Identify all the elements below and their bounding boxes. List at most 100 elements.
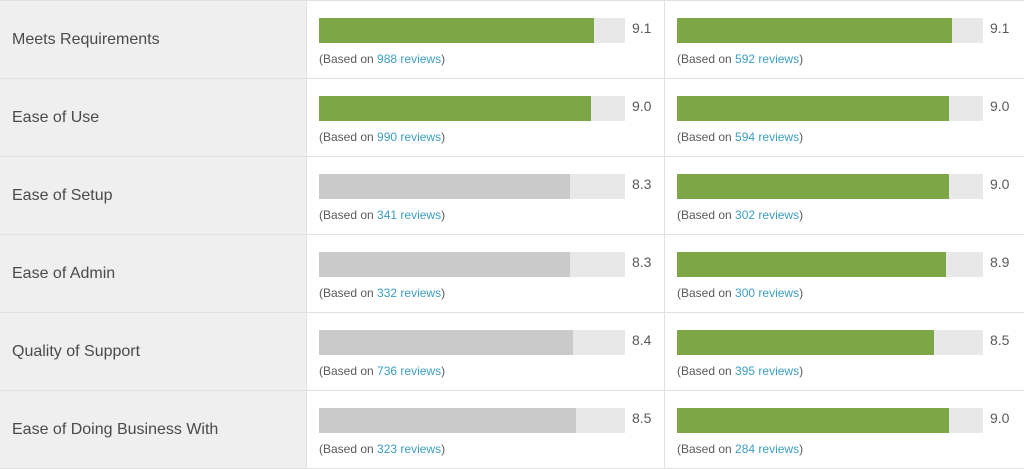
rating-category-label: Ease of Admin: [12, 264, 116, 282]
score-bar-fill: [319, 330, 573, 355]
rating-category-label: Ease of Doing Business With: [12, 420, 219, 438]
review-count-link[interactable]: 284 reviews: [735, 442, 800, 456]
rating-category-cell: Meets Requirements: [0, 1, 307, 78]
based-on-prefix: (Based on: [319, 52, 378, 66]
score-bar-track: [677, 96, 983, 121]
rating-row: Ease of Admin 8.3 (Based on 332 reviews)…: [0, 235, 1024, 313]
score-bar-fill: [677, 96, 950, 121]
rating-category-cell: Ease of Admin: [0, 235, 307, 312]
review-count-link[interactable]: 988 reviews: [377, 52, 442, 66]
rating-row: Ease of Setup 8.3 (Based on 341 reviews)…: [0, 157, 1024, 235]
rating-category-cell: Ease of Use: [0, 79, 307, 156]
score-bar-fill: [677, 408, 950, 433]
review-count-note: (Based on 594 reviews): [677, 130, 803, 144]
score-value: 9.1: [632, 20, 652, 36]
based-on-suffix: ): [441, 364, 446, 378]
based-on-suffix: ): [799, 364, 804, 378]
score-value: 8.3: [632, 254, 652, 270]
based-on-prefix: (Based on: [677, 130, 736, 144]
based-on-prefix: (Based on: [677, 286, 736, 300]
score-bar-fill: [677, 18, 953, 43]
score-bar-track: [319, 96, 625, 121]
score-value: 8.3: [632, 176, 652, 192]
rating-category-label: Quality of Support: [12, 342, 141, 360]
review-count-note: (Based on 736 reviews): [319, 364, 445, 378]
rating-row: Quality of Support 8.4 (Based on 736 rev…: [0, 313, 1024, 391]
score-bar-fill: [319, 252, 570, 277]
review-count-link[interactable]: 302 reviews: [735, 208, 800, 222]
product-a-score-cell: 8.5 (Based on 323 reviews): [307, 391, 665, 468]
review-count-note: (Based on 323 reviews): [319, 442, 445, 456]
rating-category-cell: Ease of Setup: [0, 157, 307, 234]
review-count-link[interactable]: 594 reviews: [735, 130, 800, 144]
review-count-note: (Based on 284 reviews): [677, 442, 803, 456]
score-bar-track: [677, 252, 983, 277]
score-bar-track: [319, 18, 625, 43]
review-count-link[interactable]: 395 reviews: [735, 364, 800, 378]
based-on-suffix: ): [799, 130, 804, 144]
score-bar-fill: [677, 330, 935, 355]
based-on-prefix: (Based on: [319, 286, 378, 300]
review-count-link[interactable]: 323 reviews: [377, 442, 442, 456]
product-b-score-cell: 9.0 (Based on 284 reviews): [665, 391, 1024, 468]
score-bar-track: [319, 252, 625, 277]
based-on-suffix: ): [799, 208, 804, 222]
score-bar-fill: [319, 408, 577, 433]
review-count-note: (Based on 395 reviews): [677, 364, 803, 378]
score-bar-track: [677, 408, 983, 433]
based-on-suffix: ): [441, 286, 446, 300]
rating-category-label: Ease of Setup: [12, 186, 113, 204]
score-bar-track: [319, 408, 625, 433]
product-a-score-cell: 8.4 (Based on 736 reviews): [307, 313, 665, 390]
based-on-suffix: ): [441, 130, 446, 144]
product-b-score-cell: 8.5 (Based on 395 reviews): [665, 313, 1024, 390]
score-value: 8.4: [632, 332, 652, 348]
based-on-prefix: (Based on: [677, 442, 736, 456]
score-bar-track: [677, 174, 983, 199]
score-bar-track: [319, 174, 625, 199]
based-on-suffix: ): [441, 442, 446, 456]
score-value: 9.0: [990, 98, 1010, 114]
review-count-link[interactable]: 736 reviews: [377, 364, 442, 378]
rating-row: Ease of Doing Business With 8.5 (Based o…: [0, 391, 1024, 469]
rating-row: Meets Requirements 9.1 (Based on 988 rev…: [0, 1, 1024, 79]
rating-category-cell: Quality of Support: [0, 313, 307, 390]
review-count-link[interactable]: 990 reviews: [377, 130, 442, 144]
score-value: 9.0: [990, 176, 1010, 192]
based-on-prefix: (Based on: [319, 442, 378, 456]
score-bar-fill: [319, 96, 592, 121]
product-a-score-cell: 9.1 (Based on 988 reviews): [307, 1, 665, 78]
product-b-score-cell: 9.0 (Based on 594 reviews): [665, 79, 1024, 156]
review-count-note: (Based on 302 reviews): [677, 208, 803, 222]
based-on-prefix: (Based on: [677, 52, 736, 66]
review-count-note: (Based on 988 reviews): [319, 52, 445, 66]
review-count-link[interactable]: 592 reviews: [735, 52, 800, 66]
review-count-link[interactable]: 341 reviews: [377, 208, 442, 222]
product-a-score-cell: 9.0 (Based on 990 reviews): [307, 79, 665, 156]
rating-category-label: Ease of Use: [12, 108, 100, 126]
based-on-suffix: ): [799, 52, 804, 66]
score-value: 8.5: [632, 410, 652, 426]
review-count-note: (Based on 990 reviews): [319, 130, 445, 144]
based-on-prefix: (Based on: [319, 208, 378, 222]
product-b-score-cell: 9.0 (Based on 302 reviews): [665, 157, 1024, 234]
rating-category-cell: Ease of Doing Business With: [0, 391, 307, 468]
based-on-prefix: (Based on: [677, 364, 736, 378]
based-on-suffix: ): [799, 286, 804, 300]
review-count-note: (Based on 332 reviews): [319, 286, 445, 300]
product-a-score-cell: 8.3 (Based on 341 reviews): [307, 157, 665, 234]
score-value: 8.9: [990, 254, 1010, 270]
score-value: 9.0: [990, 410, 1010, 426]
score-bar-track: [677, 18, 983, 43]
score-bar-fill: [319, 174, 570, 199]
based-on-prefix: (Based on: [319, 130, 378, 144]
score-bar-fill: [677, 252, 947, 277]
rating-row: Ease of Use 9.0 (Based on 990 reviews) 9…: [0, 79, 1024, 157]
score-bar-track: [319, 330, 625, 355]
product-a-score-cell: 8.3 (Based on 332 reviews): [307, 235, 665, 312]
score-bar-track: [677, 330, 983, 355]
score-value: 9.1: [990, 20, 1010, 36]
review-count-link[interactable]: 300 reviews: [735, 286, 800, 300]
review-count-link[interactable]: 332 reviews: [377, 286, 442, 300]
